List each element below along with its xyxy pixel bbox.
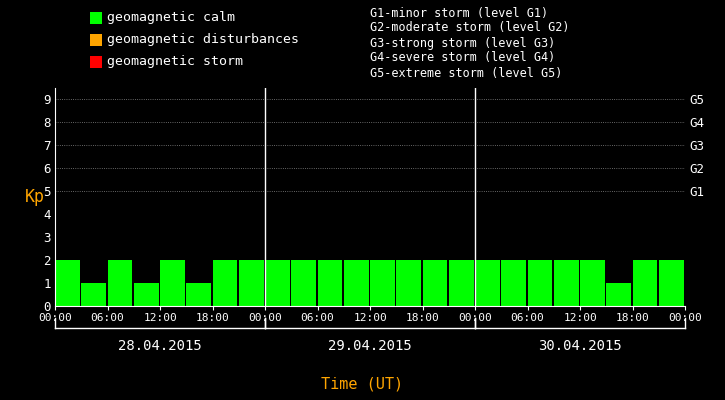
Bar [239, 260, 263, 306]
Text: 30.04.2015: 30.04.2015 [538, 339, 622, 353]
Text: 29.04.2015: 29.04.2015 [328, 339, 412, 353]
Bar [397, 260, 421, 306]
Text: G1-minor storm (level G1): G1-minor storm (level G1) [370, 6, 548, 20]
Text: G4-severe storm (level G4): G4-severe storm (level G4) [370, 52, 555, 64]
Bar [370, 260, 395, 306]
Bar [449, 260, 473, 306]
Text: G5-extreme storm (level G5): G5-extreme storm (level G5) [370, 66, 563, 80]
Bar [502, 260, 526, 306]
Text: geomagnetic disturbances: geomagnetic disturbances [107, 34, 299, 46]
Bar [81, 283, 106, 306]
Bar [265, 260, 290, 306]
Text: geomagnetic calm: geomagnetic calm [107, 12, 235, 24]
Bar [659, 260, 684, 306]
Bar [633, 260, 658, 306]
Bar [554, 260, 579, 306]
Text: G3-strong storm (level G3): G3-strong storm (level G3) [370, 36, 555, 50]
Text: Time (UT): Time (UT) [321, 376, 404, 391]
Bar [318, 260, 342, 306]
Y-axis label: Kp: Kp [25, 188, 45, 206]
Bar [107, 260, 132, 306]
Bar [291, 260, 316, 306]
Text: G2-moderate storm (level G2): G2-moderate storm (level G2) [370, 22, 570, 34]
Bar [55, 260, 80, 306]
Bar [344, 260, 368, 306]
Bar [606, 283, 631, 306]
Bar [160, 260, 185, 306]
Bar [186, 283, 211, 306]
Bar [134, 283, 159, 306]
Bar [423, 260, 447, 306]
Bar [580, 260, 605, 306]
Bar [475, 260, 500, 306]
Bar [212, 260, 237, 306]
Text: 28.04.2015: 28.04.2015 [118, 339, 202, 353]
Bar [528, 260, 552, 306]
Text: geomagnetic storm: geomagnetic storm [107, 56, 243, 68]
